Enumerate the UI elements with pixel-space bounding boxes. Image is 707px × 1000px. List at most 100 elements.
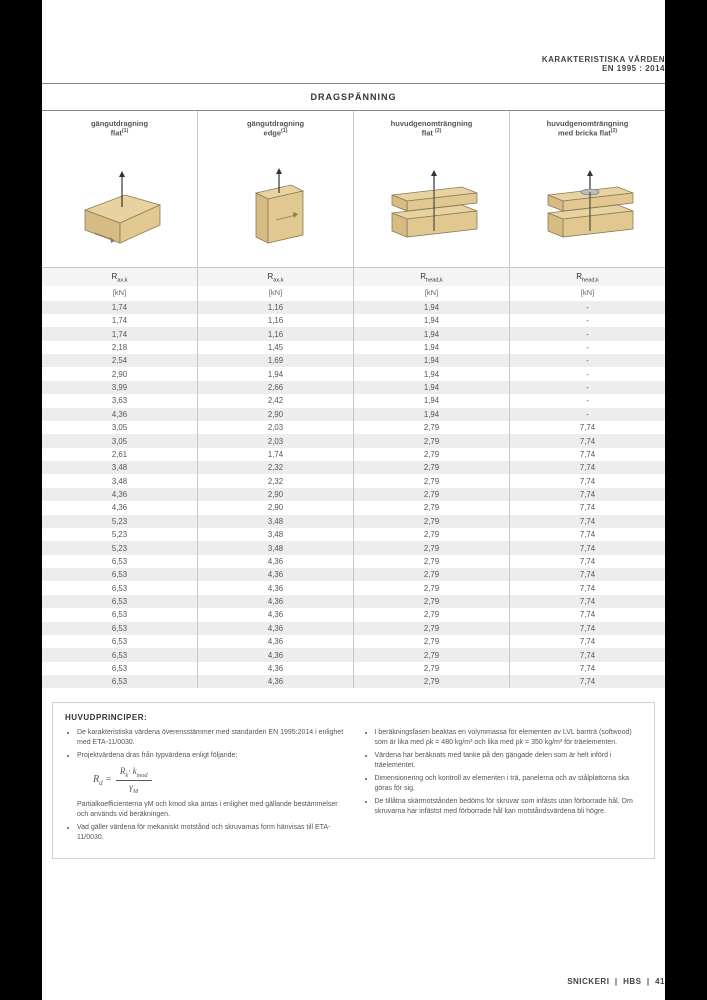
table-cell: 7,74: [510, 541, 665, 554]
sym-0: Rax,k: [42, 268, 198, 286]
table-row: 2,541,691,94-: [42, 354, 665, 367]
unit-1: [kN]: [198, 286, 354, 301]
table-cell: 2,79: [354, 555, 510, 568]
table-cell: 1,94: [354, 367, 510, 380]
header-line2: EN 1995 : 2014: [602, 64, 665, 73]
table-row: 6,534,362,797,74: [42, 581, 665, 594]
table-cell: 3,48: [42, 474, 198, 487]
table-cell: 1,94: [354, 354, 510, 367]
table-row: 5,233,482,797,74: [42, 541, 665, 554]
unit-0: [kN]: [42, 286, 198, 301]
table-cell: -: [510, 341, 665, 354]
table-cell: 2,79: [354, 501, 510, 514]
table-cell: 1,94: [354, 301, 510, 314]
table-cell: 3,99: [42, 381, 198, 394]
table-cell: 7,74: [510, 662, 665, 675]
table-cell: 4,36: [198, 662, 354, 675]
table-row: 3,052,032,797,74: [42, 434, 665, 447]
table-cell: 2,90: [198, 408, 354, 421]
table-cell: -: [510, 354, 665, 367]
diagram-flat: [42, 153, 198, 267]
table-cell: 4,36: [198, 555, 354, 568]
table-cell: 2,61: [42, 448, 198, 461]
table-cell: 1,16: [198, 301, 354, 314]
table-cell: 2,79: [354, 608, 510, 621]
table-cell: 2,79: [354, 595, 510, 608]
diagram-head-washer: [510, 153, 665, 267]
table-cell: 6,53: [42, 555, 198, 568]
header-line1: KARAKTERISTISKA VÄRDEN: [542, 55, 665, 64]
table-cell: 2,79: [354, 541, 510, 554]
table-row: 6,534,362,797,74: [42, 622, 665, 635]
table-cell: 2,79: [354, 448, 510, 461]
principles-left: De karakteristiska värdena överensstämme…: [65, 728, 345, 846]
section-title: DRAGSPÄNNING: [42, 83, 665, 111]
table-cell: 6,53: [42, 595, 198, 608]
table-cell: 7,74: [510, 448, 665, 461]
table-cell: 6,53: [42, 662, 198, 675]
table-cell: 6,53: [42, 648, 198, 661]
diagram-edge: [198, 153, 354, 267]
table-cell: 2,79: [354, 488, 510, 501]
table-cell: 7,74: [510, 461, 665, 474]
table-cell: 4,36: [198, 581, 354, 594]
diagram-head-flat: [354, 153, 510, 267]
table-cell: 4,36: [198, 568, 354, 581]
table-row: 6,534,362,797,74: [42, 648, 665, 661]
table-row: 3,632,421,94-: [42, 394, 665, 407]
table-cell: 7,74: [510, 515, 665, 528]
table-cell: 1,94: [198, 367, 354, 380]
sym-1: Rax,k: [198, 268, 354, 286]
table-cell: 5,23: [42, 515, 198, 528]
table-cell: -: [510, 394, 665, 407]
formula: Rd = Rk· kmod γM: [93, 765, 345, 797]
table-cell: 7,74: [510, 608, 665, 621]
table-cell: -: [510, 381, 665, 394]
data-table-body: 1,741,161,94-1,741,161,94-1,741,161,94-2…: [42, 301, 665, 689]
table-cell: 1,45: [198, 341, 354, 354]
table-cell: 2,32: [198, 474, 354, 487]
table-row: 2,901,941,94-: [42, 367, 665, 380]
diagrams-row: [42, 153, 665, 268]
unit-2: [kN]: [354, 286, 510, 301]
table-cell: 1,74: [42, 314, 198, 327]
table-row: 6,534,362,797,74: [42, 608, 665, 621]
table-cell: -: [510, 327, 665, 340]
table-cell: 2,79: [354, 434, 510, 447]
table-cell: 4,36: [42, 408, 198, 421]
table-cell: 2,42: [198, 394, 354, 407]
col-header-2: huvudgenomträngning flat (2): [354, 111, 510, 153]
table-cell: 4,36: [198, 675, 354, 688]
table-cell: 7,74: [510, 501, 665, 514]
table-cell: 3,48: [198, 541, 354, 554]
table-cell: 2,79: [354, 662, 510, 675]
table-cell: 7,74: [510, 488, 665, 501]
table-cell: 7,74: [510, 528, 665, 541]
table-cell: 1,94: [354, 408, 510, 421]
col-header-0: gängutdragning flat(1): [42, 111, 198, 153]
unit-row: [kN] [kN] [kN] [kN]: [42, 286, 665, 301]
table-cell: 6,53: [42, 568, 198, 581]
page: KARAKTERISTISKA VÄRDEN EN 1995 : 2014 DR…: [42, 0, 665, 1000]
table-row: 3,052,032,797,74: [42, 421, 665, 434]
table-cell: 7,74: [510, 568, 665, 581]
table-cell: 3,05: [42, 434, 198, 447]
table-cell: 1,94: [354, 394, 510, 407]
table-cell: 2,79: [354, 461, 510, 474]
table-cell: 7,74: [510, 421, 665, 434]
table-row: 2,611,742,797,74: [42, 448, 665, 461]
table-cell: 1,74: [42, 327, 198, 340]
table-row: 5,233,482,797,74: [42, 515, 665, 528]
table-cell: 6,53: [42, 635, 198, 648]
table-row: 1,741,161,94-: [42, 314, 665, 327]
table-cell: 2,03: [198, 421, 354, 434]
table-cell: 2,79: [354, 635, 510, 648]
table-cell: 1,74: [198, 448, 354, 461]
head-penetration-icon: [372, 165, 492, 255]
table-cell: 3,48: [42, 461, 198, 474]
header-top: KARAKTERISTISKA VÄRDEN EN 1995 : 2014: [42, 0, 665, 83]
table-cell: -: [510, 314, 665, 327]
sym-3: Rhead,k: [510, 268, 665, 286]
table-cell: 2,03: [198, 434, 354, 447]
table-cell: 4,36: [198, 608, 354, 621]
